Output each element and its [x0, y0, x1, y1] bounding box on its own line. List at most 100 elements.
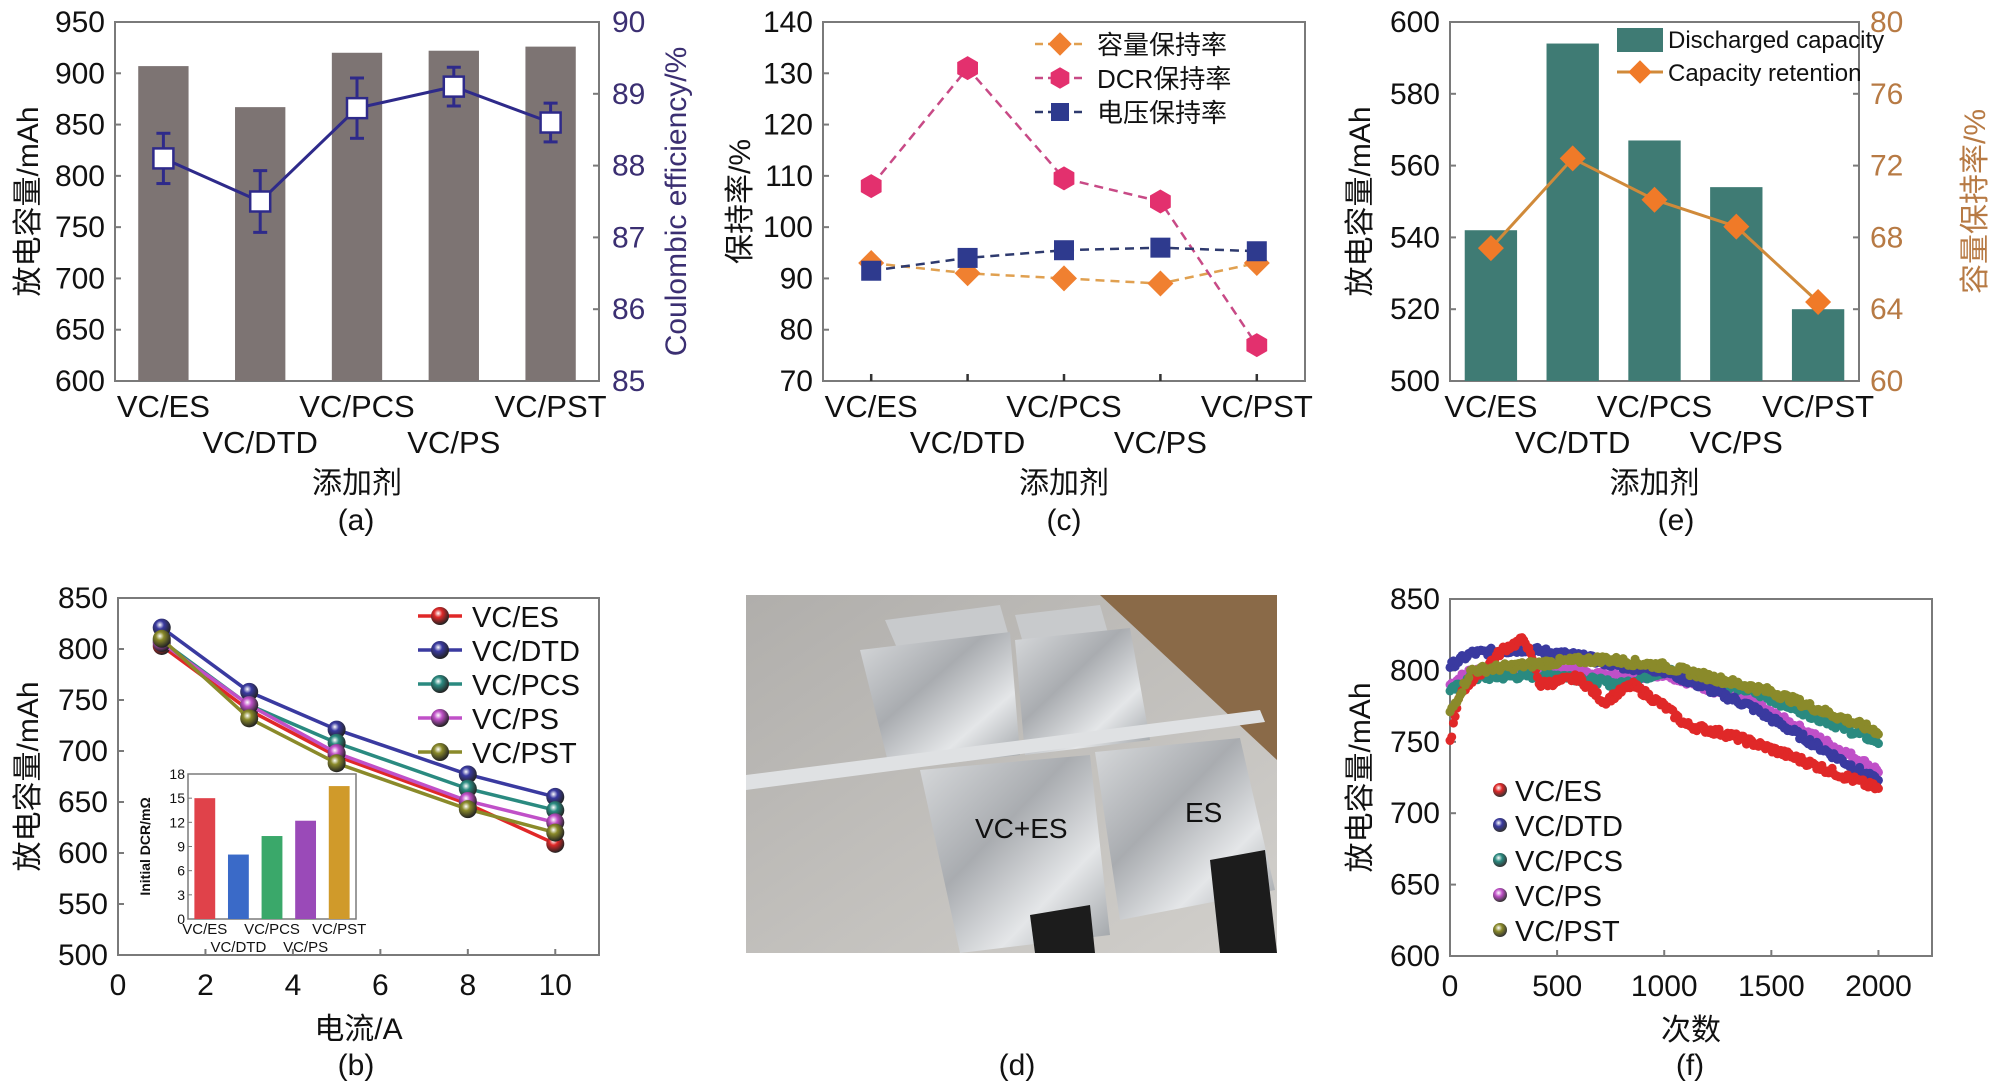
panel-caption: (a) — [338, 504, 375, 537]
ce-marker — [248, 190, 272, 213]
x-tick-label: 10 — [539, 969, 572, 1002]
series-marker — [458, 765, 477, 784]
x-tick-label: 500 — [1532, 970, 1582, 1003]
x-tick-label: 2 — [197, 969, 214, 1002]
inset-bar — [295, 820, 317, 919]
series-marker — [327, 754, 346, 773]
x-tick-label: 0 — [110, 969, 127, 1002]
y-tick-label: 650 — [1390, 869, 1440, 902]
panel-caption: (f) — [1676, 1049, 1704, 1082]
x-tick-label: VC/ES — [825, 389, 918, 424]
scatter-point — [1457, 687, 1467, 697]
x-tick-label: VC/PST — [1201, 389, 1313, 424]
legend-label: Capacity retention — [1668, 60, 1861, 87]
legend-marker — [1493, 783, 1507, 797]
x-tick-label: VC/PCS — [299, 389, 414, 424]
bar — [235, 107, 286, 382]
series-marker — [957, 247, 978, 268]
bar — [138, 66, 189, 381]
x-tick-label: VC/PCS — [1597, 389, 1712, 424]
legend-marker — [431, 641, 449, 659]
legend-label: VC/PS — [1515, 881, 1602, 913]
chart-panel-f: 600 650 700 750 800 850 放电容量/mAh (f) 0 500 1000 150… — [1344, 583, 1933, 1082]
series-marker — [957, 56, 978, 81]
legend-label: VC/PST — [1515, 916, 1620, 948]
x-tick-label: VC/PST — [1762, 389, 1874, 424]
scatter-point — [1592, 687, 1602, 697]
inset-bar — [328, 786, 350, 919]
y-tick-label: 110 — [765, 160, 813, 193]
legend-label: 电压保持率 — [1097, 98, 1227, 128]
y-tick-label: 500 — [1390, 365, 1440, 398]
y-tick-label: 90 — [780, 262, 813, 295]
series-marker — [1051, 265, 1077, 292]
inset-chart: 0 3 6 9 12 15 18 Initial DCR/mΩ VC/ESVC/DTDVC/PC… — [137, 766, 366, 956]
x-tick-label: 1000 — [1631, 970, 1698, 1003]
pouch-lower-left — [920, 755, 1110, 953]
x-tick-label: VC/ES — [1444, 389, 1537, 424]
y-tick-label: 600 — [1390, 6, 1440, 39]
y-right-tick-label: 80 — [1870, 6, 1903, 39]
y-tick-label: 750 — [58, 684, 108, 717]
legend-label: VC/DTD — [472, 636, 580, 668]
scatter-point — [1873, 783, 1883, 793]
legend-marker — [1050, 67, 1070, 89]
bar — [525, 46, 576, 382]
legend-marker — [1493, 923, 1507, 937]
inset-bar — [227, 854, 249, 919]
legend-marker — [1051, 103, 1069, 121]
y-tick-label: 850 — [58, 582, 108, 615]
y-axis-title: 放电容量/mAh — [12, 681, 45, 871]
legend-label: VC/PCS — [1515, 846, 1623, 878]
inset-x-tick-label: VC/PS — [283, 939, 328, 956]
x-tick-label: VC/ES — [117, 389, 210, 424]
y-tick-label: 80 — [780, 314, 813, 347]
series-marker — [152, 629, 171, 648]
series-marker — [1053, 166, 1075, 191]
chart-panel-c: 70 80 90 100 110 120 130 140 保持率/% (c) VC/ESVC/DTD… — [724, 6, 1313, 537]
y-right-axis-title: Coulombic efficiency/% — [660, 47, 693, 357]
y-tick-label: 800 — [1390, 654, 1440, 687]
legend-swatch-bar — [1617, 28, 1663, 52]
y-axis-title: 保持率/% — [724, 139, 757, 264]
y-right-tick-label: 87 — [612, 221, 645, 254]
y-tick-label: 700 — [55, 262, 105, 295]
x-tick-label: VC/PS — [1114, 425, 1207, 460]
legend-marker — [431, 675, 449, 693]
y-right-tick-label: 64 — [1870, 293, 1903, 326]
y-right-tick-label: 76 — [1870, 78, 1903, 111]
retention-marker — [1641, 186, 1668, 213]
legend-marker — [1493, 853, 1507, 867]
x-tick-label: VC/DTD — [203, 425, 318, 460]
y-right-tick-label: 72 — [1870, 150, 1903, 183]
y-tick-label: 850 — [55, 109, 105, 142]
legend-label: VC/ES — [1515, 776, 1602, 808]
pouch-upper-left — [860, 632, 1020, 770]
y-tick-label: 750 — [1390, 726, 1440, 759]
panel-caption: (c) — [1047, 504, 1082, 537]
y-tick-label: 540 — [1390, 221, 1440, 254]
y-right-tick-label: 68 — [1870, 221, 1903, 254]
ce-marker — [539, 111, 562, 134]
legend-marker — [431, 709, 449, 727]
y-tick-label: 100 — [763, 211, 813, 244]
chart-panel-b: 500 550 600 650 700 750 800 850 放电容量/mAh (b) 0 2 4 6 8… — [12, 582, 600, 1082]
legend-marker — [1493, 818, 1507, 832]
inset-y-tick-label: 15 — [169, 790, 185, 806]
legend-label: VC/ES — [472, 602, 559, 634]
x-tick-label: 8 — [459, 969, 476, 1002]
y-axis-title: 放电容量/mAh — [12, 106, 45, 296]
x-axis-title: 次数 — [1661, 1014, 1721, 1047]
y-tick-label: 650 — [55, 314, 105, 347]
series-marker — [458, 800, 477, 819]
y-tick-label: 800 — [58, 633, 108, 666]
inset-y-tick-label: 3 — [177, 887, 185, 903]
caption-d: (d) — [999, 1049, 1036, 1082]
series-marker — [1243, 250, 1270, 277]
y-tick-label: 600 — [1390, 940, 1440, 973]
panel-caption: (e) — [1658, 504, 1695, 537]
scatter-series — [1445, 652, 1883, 739]
retention-marker — [1559, 145, 1586, 172]
series-marker — [240, 696, 259, 715]
